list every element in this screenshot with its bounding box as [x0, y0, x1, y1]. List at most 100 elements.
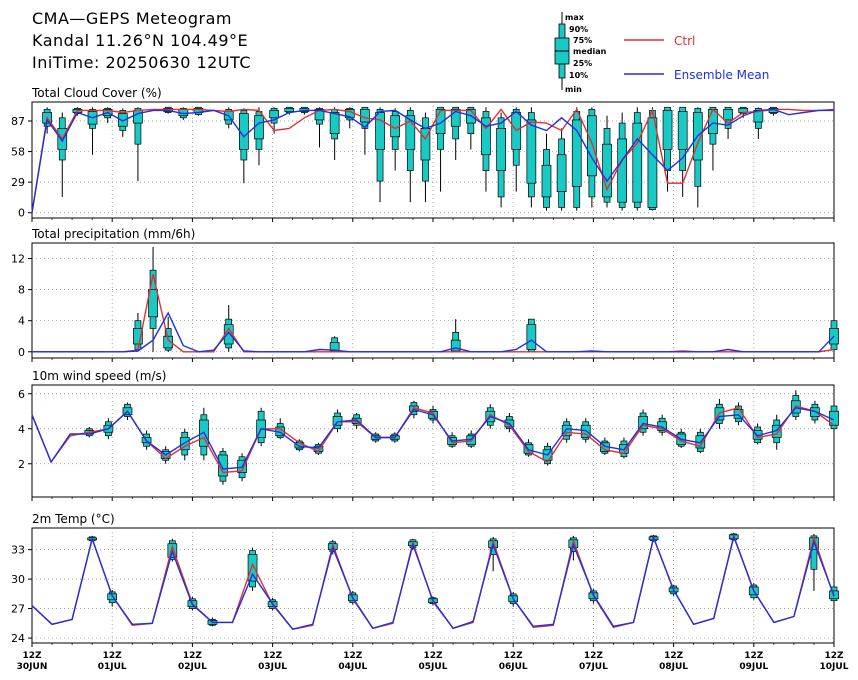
x-tick-label-hour: 12Z [103, 651, 123, 661]
box-inner [662, 110, 673, 150]
box-inner [269, 110, 279, 119]
box-plot [57, 112, 68, 197]
panel-3: 10m wind speed (m/s) 2 4 6 [18, 369, 839, 501]
box-plot [87, 107, 98, 155]
x-tick-label-date: 08JUL [659, 662, 688, 672]
y-tick-label: 58 [11, 146, 25, 159]
x-tick-label-hour: 12Z [423, 651, 443, 661]
box-plot [733, 402, 744, 426]
x-tick-label-hour: 12Z [504, 651, 524, 661]
ensemble-mean-line [32, 311, 835, 353]
panel-title: 2m Temp (°C) [32, 512, 115, 526]
box-plot [768, 106, 779, 116]
y-tick-label: 4 [18, 315, 25, 328]
box-plot [829, 402, 839, 433]
box-plot [148, 246, 158, 352]
y-tick-label: 0 [18, 346, 25, 359]
x-tick-label-date: 06JUL [499, 662, 528, 672]
x-tick-label-date: 05JUL [419, 662, 448, 672]
x-tick-label-hour: 12Z [263, 651, 283, 661]
legend-label-p90: 90% [569, 25, 588, 34]
box-inner [677, 111, 688, 150]
y-tick-label: 12 [11, 253, 25, 266]
box-inner [133, 328, 143, 345]
y-tick-label: 24 [11, 632, 25, 645]
legend-label-p10: 10% [569, 71, 588, 80]
box-plot [450, 319, 461, 353]
box-plot [662, 106, 673, 192]
chart-title: CMA—GEPS Meteogram [32, 9, 232, 28]
box-plot [163, 316, 174, 352]
box-plot [481, 107, 491, 192]
y-tick-label: 33 [11, 544, 25, 557]
x-tick-label-hour: 12Z [584, 651, 604, 661]
box-inner [117, 113, 128, 127]
y-tick-label: 27 [11, 603, 25, 616]
ctrl-line [31, 108, 835, 213]
box-inner [450, 339, 461, 352]
box-plot [602, 115, 612, 208]
panel-2: Total precipitation (mm/6h) 0 4 8 12 [11, 227, 839, 362]
x-tick-label-date: 01JUL [98, 662, 127, 672]
box-inner [329, 112, 340, 134]
header: CMA—GEPS Meteogram Kandal 11.26°N 104.49… [32, 8, 251, 74]
box-inner [638, 416, 648, 430]
legend-label-p25: 25% [573, 59, 592, 68]
legend-label-max: max [565, 13, 585, 22]
box-inner [541, 164, 552, 198]
box-plot [133, 107, 143, 182]
legend: max 90% 75% median 25% 10% min Ctrl Ense… [554, 12, 769, 94]
box-plot [496, 112, 506, 208]
box-inner [587, 115, 597, 177]
box-plot [238, 108, 249, 184]
box-inner [526, 119, 537, 184]
box-inner [254, 115, 264, 140]
legend-label-p75: 75% [573, 36, 592, 45]
y-tick-label: 87 [11, 115, 25, 128]
ensemble-mean-line [31, 407, 835, 470]
x-tick-label-hour: 12Z [183, 651, 203, 661]
y-tick-label: 8 [18, 284, 25, 297]
legend-mean-label: Ensemble Mean [674, 68, 769, 82]
x-tick-label-date: 02JUL [178, 662, 207, 672]
box-plot [107, 589, 118, 607]
x-tick-label-date: 09JUL [739, 662, 768, 672]
box-plot [332, 409, 343, 433]
box-inner [647, 117, 658, 208]
box-plot [829, 318, 839, 352]
y-tick-label: 6 [18, 388, 25, 401]
box-inner [450, 109, 461, 127]
location-label: Kandal 11.26°N 104.49°E [32, 31, 249, 50]
y-tick-label: 30 [11, 573, 25, 586]
box-outer [134, 107, 142, 145]
x-tick-label-date: 07JUL [579, 662, 608, 672]
box-inner [375, 112, 385, 150]
box-inner [329, 342, 340, 352]
x-tick-label-hour: 12Z [744, 651, 764, 661]
box-inner [247, 554, 258, 582]
init-time-label: IniTime: 20250630 12UTC [32, 53, 252, 72]
box-inner [405, 115, 416, 150]
legend-label-median: median [573, 47, 607, 56]
box-inner [561, 424, 572, 437]
x-tick-label-hour: 12Z [22, 651, 42, 661]
x-tick-label-hour: 12Z [664, 651, 684, 661]
y-tick-label: 0 [18, 207, 25, 220]
panel-1: Total Cloud Cover (%) 0 29 58 87 [11, 86, 835, 222]
box-plot [420, 112, 431, 203]
panel-title: Total precipitation (mm/6h) [31, 227, 195, 241]
box-plot [753, 107, 764, 139]
panel-title: Total Cloud Cover (%) [31, 86, 162, 100]
box-plot [692, 107, 703, 208]
y-tick-label: 4 [18, 423, 25, 436]
box-plot [657, 414, 667, 436]
box-plot [375, 107, 385, 203]
box-inner [526, 324, 537, 350]
box-plot [556, 128, 567, 211]
x-tick-label-date: 03JUL [258, 662, 287, 672]
panel-title: 10m wind speed (m/s) [32, 369, 166, 383]
box-plot [360, 106, 370, 155]
box-inner [360, 109, 370, 123]
x-tick-label-date: 10JUL [820, 662, 849, 672]
